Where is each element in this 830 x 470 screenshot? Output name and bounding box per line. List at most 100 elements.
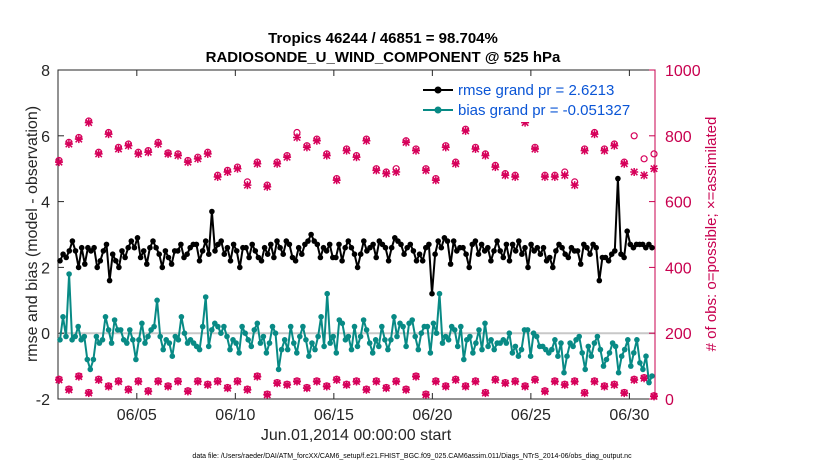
- rmse-point: [175, 248, 181, 254]
- obs-assimilated-marker: [94, 375, 103, 384]
- rmse-point: [280, 251, 287, 257]
- bias-point: [269, 323, 276, 330]
- rmse-point: [147, 244, 153, 251]
- rmse-point: [516, 238, 522, 244]
- rmse-point: [63, 254, 69, 261]
- y-right-tick-label: 0: [665, 392, 674, 409]
- bias-point: [445, 337, 452, 343]
- bias-point: [291, 340, 297, 346]
- rmse-point: [237, 264, 243, 271]
- rmse-point: [116, 264, 122, 271]
- obs-assimilated-marker: [312, 136, 321, 145]
- obs-assimilated-marker: [154, 140, 163, 149]
- rmse-point: [91, 244, 97, 251]
- obs-assimilated-marker: [630, 167, 639, 176]
- bias-line: [59, 273, 653, 384]
- x-tick-label: 06/05: [117, 407, 157, 424]
- bias-point: [287, 323, 294, 330]
- rmse-point: [286, 241, 293, 248]
- bias-point: [209, 327, 215, 333]
- rmse-point: [494, 238, 500, 244]
- obs-assimilated-marker: [650, 392, 659, 401]
- bias-point: [612, 343, 619, 350]
- bias-point: [618, 353, 625, 360]
- obs-assimilated-marker: [531, 375, 540, 384]
- rmse-point: [150, 238, 156, 244]
- rmse-point: [438, 244, 445, 251]
- bias-series: [57, 271, 655, 386]
- rmse-point: [305, 238, 311, 244]
- y-left-tick-label: 6: [41, 129, 50, 146]
- bias-point: [196, 346, 203, 353]
- rmse-point: [230, 241, 237, 248]
- rmse-point: [450, 238, 457, 244]
- rmse-point: [106, 277, 113, 284]
- rmse-point: [605, 258, 612, 264]
- rmse-point: [66, 248, 73, 254]
- y-axis-label-right: # of obs: o=possible; ×=assimilated: [703, 117, 720, 352]
- bias-point: [579, 350, 585, 356]
- bias-point: [157, 333, 163, 340]
- bias-point: [351, 323, 358, 330]
- legend-rmse-marker: [434, 86, 442, 94]
- bias-point: [409, 317, 416, 323]
- rmse-point: [624, 228, 630, 234]
- obs-assimilated-marker: [620, 389, 629, 398]
- rmse-point: [314, 241, 321, 248]
- rmse-point: [295, 244, 302, 251]
- rmse-point: [264, 251, 271, 257]
- obs-assimilated-marker: [580, 146, 589, 155]
- obs-assimilated-marker: [501, 379, 510, 388]
- bias-point: [439, 340, 446, 346]
- obs-assimilated-marker: [114, 144, 123, 153]
- bias-point: [412, 333, 419, 340]
- bias-point: [518, 346, 525, 353]
- bias-point: [263, 350, 270, 356]
- bias-point: [515, 353, 522, 360]
- bias-point: [205, 343, 212, 350]
- rmse-point: [519, 251, 525, 257]
- rmse-point: [497, 248, 504, 254]
- rmse-point: [125, 244, 131, 251]
- bias-point: [93, 333, 100, 340]
- obs-assimilated-marker: [64, 385, 73, 394]
- bias-point: [394, 333, 400, 340]
- obs-assimilated-marker: [461, 382, 470, 391]
- rmse-point: [370, 241, 376, 248]
- obs-assimilated-marker: [183, 387, 192, 396]
- bias-point: [321, 343, 327, 350]
- rmse-point: [336, 241, 342, 248]
- rmse-point: [413, 258, 420, 264]
- bias-point: [303, 337, 309, 343]
- rmse-point: [463, 251, 469, 257]
- x-tick-label: 06/30: [609, 407, 649, 424]
- obs-assimilated-marker: [223, 167, 232, 176]
- bias-point: [631, 350, 637, 356]
- obs-assimilated-marker: [441, 143, 450, 152]
- rmse-point: [57, 258, 63, 264]
- bias-point: [643, 353, 649, 360]
- bias-point: [294, 350, 300, 356]
- bias-point: [625, 337, 631, 343]
- rmse-point: [388, 244, 395, 251]
- obs-assimilated-marker: [362, 385, 371, 394]
- obs-assimilated-marker: [590, 377, 599, 386]
- bias-point: [63, 333, 69, 340]
- bias-point: [594, 333, 601, 340]
- y-right-tick-label: 200: [665, 326, 692, 343]
- bias-point: [154, 297, 160, 304]
- obs-assimilated-marker: [114, 377, 123, 386]
- bias-point: [524, 327, 531, 333]
- rmse-point: [218, 238, 224, 244]
- obs-assimilated-marker: [431, 377, 440, 386]
- rmse-point: [612, 248, 618, 254]
- rmse-point: [326, 241, 333, 248]
- obs-assimilated-marker: [283, 380, 292, 389]
- obs-assimilated-marker: [471, 377, 480, 386]
- bias-point: [603, 356, 610, 363]
- rmse-point: [432, 251, 438, 257]
- rmse-point: [512, 248, 519, 254]
- obs-assimilated-marker: [550, 172, 559, 181]
- rmse-point: [525, 264, 531, 271]
